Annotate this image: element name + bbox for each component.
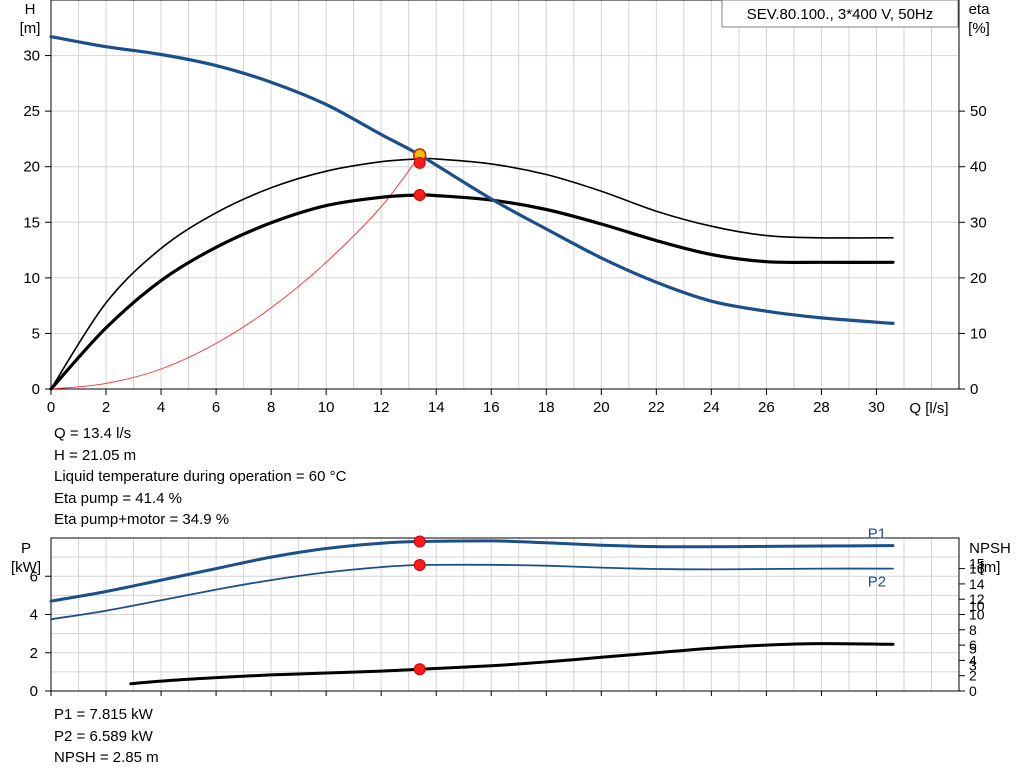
operating-point-p2-marker (413, 558, 426, 571)
x-tick-label-20: 20 (593, 399, 610, 416)
operating-point-p1-marker (413, 535, 426, 548)
info-npsh: NPSH = 2.85 m (54, 749, 159, 766)
y-axis-label-line-2: [m] (20, 20, 41, 37)
x-tick-label-6: 6 (212, 399, 220, 416)
npsh-tick-label-4: 4 (969, 652, 977, 668)
y-tick-label-5: 5 (32, 325, 40, 342)
operating-point-npsh-marker (413, 663, 426, 676)
x-tick-label-14: 14 (428, 399, 445, 416)
top-plot-frame (50, 0, 960, 390)
x-tick-label-28: 28 (813, 399, 830, 416)
info-liquid-temp: Liquid temperature during operation = 60… (54, 468, 347, 485)
x-tick-label-16: 16 (483, 399, 500, 416)
y-tick-label-20: 20 (23, 159, 40, 176)
series-eta_pump_motor-line (49, 193, 895, 391)
npsh-secondary-tick-label-5: 5 (969, 641, 977, 657)
chart-title: SEV.80.100., 3*400 V, 50Hz (747, 6, 934, 23)
info-eta-pump: Eta pump = 41.4 % (54, 489, 182, 507)
x-axis-label: Q [l/s] (909, 400, 948, 417)
series-eta_pump-line (50, 157, 894, 390)
info-p2: P2 = 6.589 kW (54, 727, 153, 745)
operating-point-eta-pump-motor-marker (413, 189, 426, 202)
info-q: Q = 13.4 l/s (54, 425, 132, 442)
y2-tick-label-50: 50 (970, 103, 987, 120)
p-tick-label-2: 2 (30, 645, 38, 662)
p-tick-label-4: 4 (30, 607, 38, 624)
x-tick-label-8: 8 (267, 399, 275, 416)
y2-axis-label-line-1: eta (969, 1, 991, 18)
npsh-tick-label-0: 0 (969, 683, 977, 699)
x-tick-label-10: 10 (318, 399, 335, 416)
series-P2-label: P2 (868, 574, 886, 591)
x-tick-label-0: 0 (47, 399, 55, 416)
series-P2-line (50, 563, 894, 621)
x-tick-label-30: 30 (868, 399, 885, 416)
info-eta-pump-motor: Eta pump+motor = 34.9 % (54, 511, 230, 528)
npsh-tick-label-16: 16 (969, 561, 985, 577)
y-tick-label-10: 10 (23, 270, 40, 287)
y2-axis-label-line-2: [%] (968, 20, 990, 37)
npsh-tick-label-12: 12 (969, 591, 985, 607)
series-P1-label: P1 (868, 526, 886, 543)
x-tick-label-4: 4 (157, 399, 165, 416)
y2-tick-label-0: 0 (970, 381, 978, 398)
npsh-secondary-tick-label-3: 3 (969, 658, 977, 674)
x-tick-label-24: 24 (703, 399, 720, 416)
series-system-line (50, 154, 421, 390)
x-tick-label-18: 18 (538, 399, 555, 416)
npsh-axis-label-line-1: NPSH (969, 540, 1011, 557)
y-tick-label-15: 15 (23, 214, 40, 231)
y2-tick-label-30: 30 (970, 214, 987, 231)
series-H-line (49, 35, 895, 325)
info-p1: P1 = 7.815 kW (54, 706, 153, 723)
y2-tick-label-40: 40 (970, 159, 987, 176)
npsh-tick-label-6: 6 (969, 637, 977, 653)
x-tick-label-22: 22 (648, 399, 665, 416)
x-tick-label-12: 12 (373, 399, 390, 416)
y-axis-label-line-1: H (25, 1, 36, 18)
y-tick-label-25: 25 (23, 103, 40, 120)
title-box (721, 0, 959, 28)
npsh-tick-label-14: 14 (969, 576, 985, 592)
p-tick-label-0: 0 (30, 683, 38, 700)
bottom-info-block: P1 = 7.815 kW P2 = 6.589 kW NPSH = 2.85 … (54, 704, 159, 769)
y2-tick-label-20: 20 (970, 270, 987, 287)
npsh-secondary-tick-label-15: 15 (969, 556, 985, 572)
info-h: H = 21.05 m (54, 446, 137, 464)
npsh-secondary-tick-label-10: 10 (969, 598, 985, 614)
npsh-tick-label-2: 2 (969, 668, 977, 684)
y2-tick-label-10: 10 (970, 325, 987, 342)
operating-point-eta-pump-marker (413, 156, 426, 169)
series-P1-line (49, 539, 895, 603)
p-tick-label-6: 6 (30, 568, 38, 585)
p-axis-label-line-1: P (21, 540, 31, 557)
npsh-axis-label-line-2: [m] (980, 559, 1001, 576)
series-NPSH-line (129, 642, 895, 686)
y-tick-label-0: 0 (32, 381, 40, 398)
x-tick-label-2: 2 (102, 399, 110, 416)
npsh-tick-label-10: 10 (969, 607, 985, 623)
y-tick-label-30: 30 (23, 48, 40, 65)
p-axis-label-line-2: [kW] (11, 559, 41, 576)
x-tick-label-26: 26 (758, 399, 775, 416)
npsh-tick-label-8: 8 (969, 622, 977, 638)
top-info-block: Q = 13.4 l/s H = 21.05 m Liquid temperat… (54, 423, 346, 531)
